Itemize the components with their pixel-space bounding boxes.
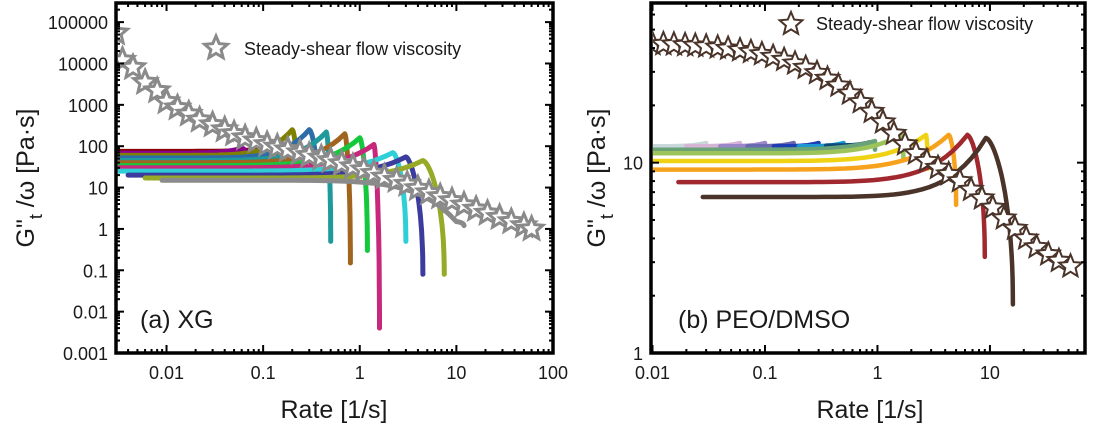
- panel-a-steady-shear-markers: [118, 21, 547, 242]
- panel-b-legend: Steady-shear flow viscosity: [777, 9, 1033, 36]
- x-tick-label: 0.01: [149, 363, 184, 383]
- steady-shear-star: [869, 107, 897, 135]
- x-tick-label: 0.01: [635, 363, 670, 383]
- panel-b-label: (b) PEO/DMSO: [678, 306, 850, 334]
- y-tick-label: 0.001: [63, 344, 108, 364]
- panel-b-y-axis-title: G"t /ω [Pa·s]: [583, 109, 617, 248]
- steady-shear-star: [978, 193, 1007, 220]
- panel-b-curves: [653, 132, 1016, 307]
- series-line-run-13: [700, 135, 1016, 307]
- x-tick-label: 10: [980, 363, 1000, 383]
- x-tick-label: 0.1: [752, 363, 777, 383]
- x-tick-label: 1: [355, 363, 365, 383]
- steady-shear-star: [880, 119, 908, 146]
- series-line-run-10: [653, 132, 931, 171]
- panel-a-label: (a) XG: [140, 306, 214, 334]
- y-tick-label: 1: [98, 220, 108, 240]
- panel-a-tick-labels: 0.01 0.1 1 10 100 0.001 0.01 0.1 1 10 100 1000 10000…: [48, 13, 568, 383]
- legend-star-icon: [777, 9, 805, 36]
- panel-a-ticks: [115, 3, 554, 354]
- panel-b-frame: [649, 1, 1087, 355]
- x-tick-label: 0.1: [251, 363, 276, 383]
- panel-b-x-axis-title: Rate [1/s]: [817, 396, 924, 424]
- steady-shear-star: [118, 21, 132, 46]
- steady-shear-star: [857, 97, 886, 124]
- y-tick-label: 1: [633, 344, 643, 364]
- y-tick-label: 100: [78, 137, 108, 157]
- x-tick-label: 10: [446, 363, 466, 383]
- panel-a-curves: [118, 127, 467, 331]
- series-line-run-11: [653, 132, 959, 208]
- legend-label: Steady-shear flow viscosity: [816, 14, 1033, 34]
- steady-shear-star: [516, 212, 547, 242]
- series-line-run-8: [118, 142, 382, 331]
- panel-a: 0.01 0.1 1 10 100 0.001 0.01 0.1 1 10 100 1000 10000…: [12, 1, 568, 424]
- y-tick-label: 10: [623, 154, 643, 174]
- panel-a-y-axis-title: G"t /ω [Pa·s]: [12, 109, 46, 248]
- series-line-run-12: [676, 132, 988, 260]
- y-tick-label: 10: [88, 179, 108, 199]
- panel-b-ticks: [651, 3, 1086, 354]
- y-tick-label: 1000: [68, 96, 108, 116]
- panel-b-steady-shear-markers: [653, 29, 1083, 279]
- panel-a-frame: [114, 1, 555, 355]
- legend-star-icon: [200, 32, 232, 61]
- x-tick-label: 100: [538, 363, 568, 383]
- panel-a-x-axis-title: Rate [1/s]: [281, 396, 388, 424]
- panel-b: 0.01 0.1 1 10 1 10 Steady-shear flow viscosit…: [583, 1, 1087, 424]
- panel-b-tick-labels: 0.01 0.1 1 10 1 10: [623, 154, 1000, 383]
- legend-star-marker: [200, 32, 232, 61]
- steady-shear-star: [990, 203, 1018, 231]
- y-tick-label: 10000: [58, 54, 108, 74]
- panel-a-legend: Steady-shear flow viscosity: [200, 32, 461, 61]
- steady-shear-star: [118, 51, 149, 81]
- y-tick-label: 100000: [48, 13, 108, 33]
- y-tick-label: 0.1: [83, 261, 108, 281]
- x-tick-label: 1: [872, 363, 882, 383]
- legend-label: Steady-shear flow viscosity: [244, 39, 461, 59]
- y-tick-label: 0.01: [73, 303, 108, 323]
- legend-star-marker: [777, 9, 805, 36]
- steady-shear-star: [1056, 251, 1083, 279]
